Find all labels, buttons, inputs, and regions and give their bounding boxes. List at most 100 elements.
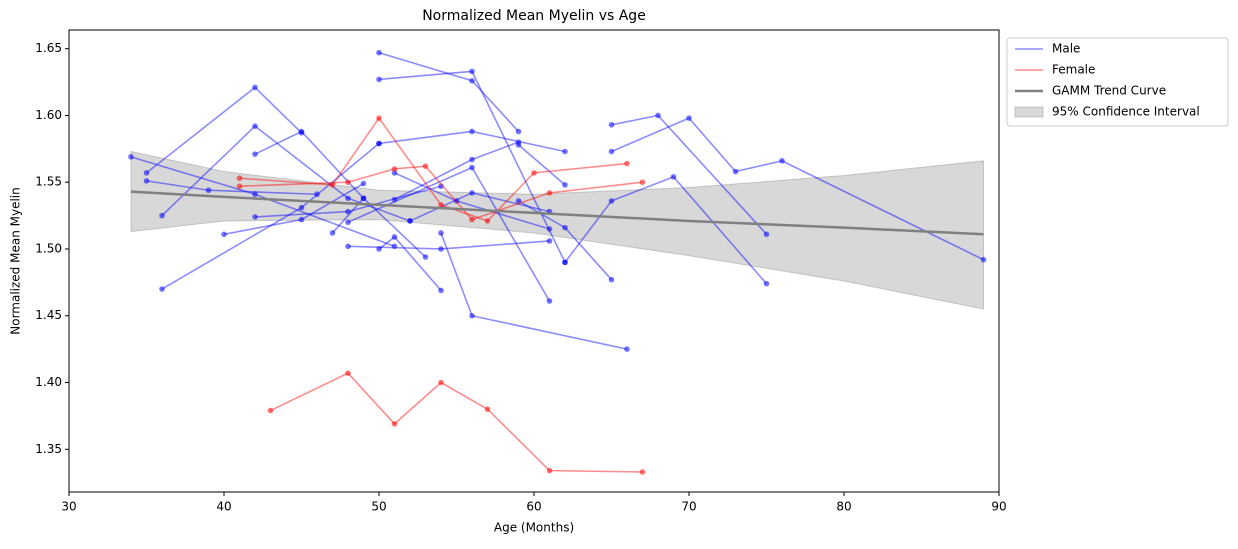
subject-point [236, 175, 243, 182]
x-axis-label: Age (Months) [494, 521, 574, 535]
subject-point [469, 216, 475, 223]
subject-point [655, 112, 661, 119]
subject-point [345, 219, 351, 226]
y-tick-label: 1.65 [35, 41, 62, 55]
subject-point [453, 198, 460, 204]
x-tick-label: 50 [371, 500, 386, 514]
subject-line [378, 235, 442, 291]
subject-point [252, 191, 258, 198]
subject-point [376, 49, 382, 56]
subject-line [270, 372, 643, 473]
subject-point [732, 168, 739, 175]
subject-point [779, 158, 785, 164]
x-tick-label: 70 [681, 500, 696, 514]
subject-point [345, 370, 351, 376]
subject-point [608, 276, 615, 283]
legend-label: Male [1052, 42, 1080, 56]
subject-point [159, 212, 165, 219]
subject-point [376, 140, 382, 147]
subject-point [562, 259, 568, 266]
subject-point [345, 179, 351, 186]
subject-point [360, 180, 367, 187]
subject-point [515, 198, 522, 204]
legend-label: Female [1052, 63, 1095, 77]
subject-point [329, 230, 336, 236]
subject-point [639, 179, 646, 186]
subject-point [391, 243, 398, 250]
y-axis-label: Normalized Mean Myelin [9, 187, 23, 335]
y-tick-label: 1.40 [35, 375, 62, 389]
subject-point [562, 148, 568, 155]
subject-point [345, 208, 351, 215]
subject-point [469, 312, 475, 319]
subject-point [252, 151, 258, 157]
subject-point [484, 218, 491, 224]
subject-point [624, 160, 630, 167]
confidence-band [130, 150, 984, 310]
subject-point [221, 231, 227, 238]
subject-point [438, 230, 444, 236]
subject-point [345, 195, 351, 202]
x-tick-label: 40 [216, 500, 231, 514]
subject-point [438, 287, 444, 294]
subject-point [469, 190, 475, 196]
subject-point [546, 190, 553, 196]
subject-line [378, 51, 520, 133]
subject-point [515, 142, 522, 148]
subject-point [469, 68, 475, 75]
subject-point [546, 226, 553, 232]
subject-point [345, 243, 351, 250]
subject-point [469, 164, 475, 171]
legend-box [1006, 37, 1229, 127]
subject-line [517, 144, 566, 186]
subject-point [360, 195, 367, 202]
subject-point [205, 187, 212, 194]
subject-point [267, 407, 274, 414]
subject-point [469, 128, 475, 135]
subject-point [407, 218, 413, 224]
subject-point [391, 234, 398, 240]
legend-label: GAMM Trend Curve [1052, 84, 1166, 98]
subject-point [515, 128, 522, 135]
subject-point [624, 346, 630, 352]
subject-point [608, 148, 615, 155]
trend-line [130, 190, 984, 236]
y-tick-label: 1.60 [35, 108, 62, 122]
y-tick-label: 1.50 [35, 241, 62, 255]
subject-point [546, 238, 553, 244]
subject-point [391, 170, 398, 176]
subject-point [562, 182, 568, 188]
subject-point [236, 183, 243, 190]
subject-point [438, 246, 444, 252]
subject-point [252, 84, 258, 91]
subject-point [438, 379, 444, 386]
subject-point [484, 406, 491, 413]
subject-line [161, 125, 411, 222]
subject-point [562, 224, 568, 231]
subject-line [440, 232, 628, 350]
subject-point [298, 128, 305, 135]
y-tick-label: 1.55 [35, 175, 62, 189]
subject-point [376, 115, 382, 121]
y-tick-label: 1.35 [35, 442, 62, 456]
subject-point [143, 170, 150, 176]
subject-point [252, 214, 258, 220]
subject-point [546, 298, 553, 304]
subject-point [763, 231, 770, 238]
subject-point [670, 174, 677, 180]
subject-point [546, 467, 553, 474]
x-tick-label: 80 [836, 500, 851, 514]
subject-point [329, 182, 336, 188]
subject-point [252, 123, 258, 129]
subject-line [378, 130, 566, 153]
subject-point [686, 115, 692, 121]
subject-point [639, 469, 646, 475]
subject-point [143, 178, 150, 184]
subject-point [391, 196, 398, 203]
subject-point [531, 170, 537, 176]
subject-point [128, 154, 134, 160]
subject-point [391, 166, 398, 172]
subject-point [438, 202, 444, 208]
subject-point [376, 246, 382, 252]
